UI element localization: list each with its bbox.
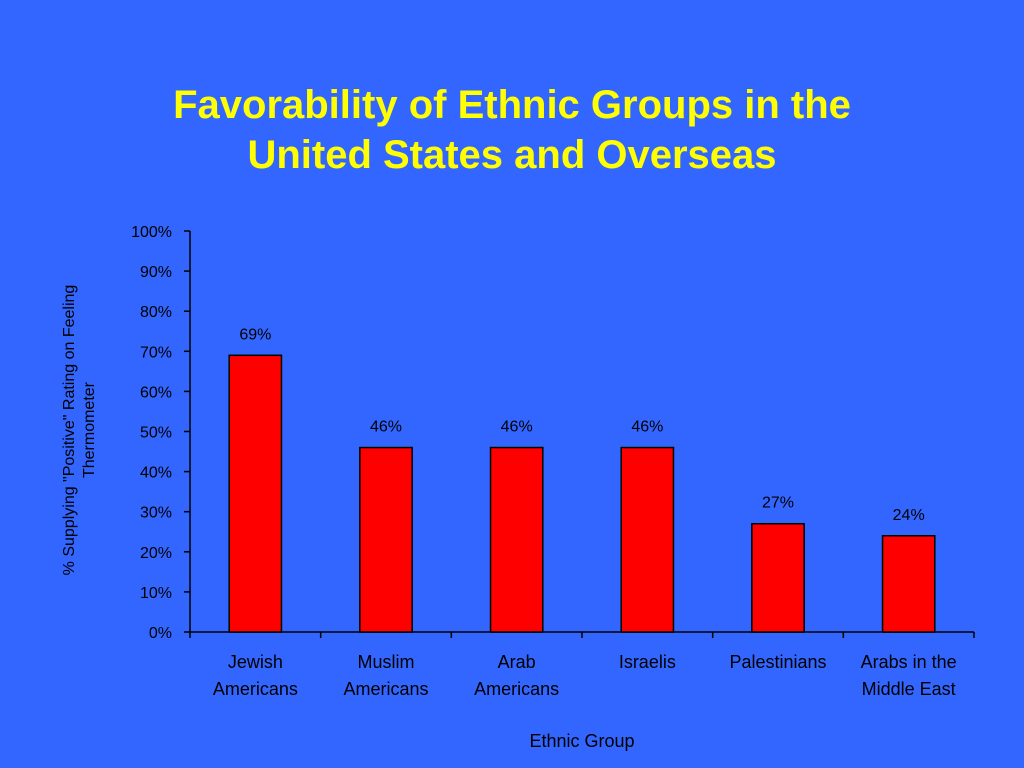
y-tick-label: 0% <box>149 625 172 642</box>
y-tick-label: 20% <box>140 545 172 562</box>
y-tick-label: 50% <box>140 425 172 442</box>
data-label: 46% <box>501 419 533 436</box>
y-axis-label-line-1: % Supplying "Positive" Rating on Feeling <box>61 284 78 576</box>
y-tick-label: 70% <box>140 344 172 361</box>
chart-title-line-2: United States and Overseas <box>247 133 777 177</box>
x-tick-label: Jewish <box>228 652 283 672</box>
data-label: 46% <box>370 419 402 436</box>
x-tick-label: Americans <box>213 679 298 699</box>
y-tick-label: 100% <box>131 224 172 241</box>
data-label: 46% <box>631 419 663 436</box>
x-tick-label: Americans <box>343 679 428 699</box>
bar <box>489 446 544 633</box>
bar <box>359 446 413 633</box>
y-tick-label: 60% <box>140 384 172 401</box>
chart-title-line-1: Favorability of Ethnic Groups in the <box>173 83 851 127</box>
data-label: 24% <box>893 507 925 524</box>
bar <box>620 446 675 633</box>
x-tick-label: Middle East <box>862 679 956 699</box>
y-tick-label: 10% <box>140 585 172 602</box>
x-tick-label: Israelis <box>619 652 676 672</box>
y-tick-label: 40% <box>140 465 172 482</box>
bar <box>751 522 805 633</box>
bar <box>881 535 936 633</box>
chart-title: Favorability of Ethnic Groups in the Uni… <box>0 80 1024 180</box>
x-tick-label: Americans <box>474 679 559 699</box>
x-tick-label: Arab <box>498 652 536 672</box>
y-axis-label-line-2: Thermometer <box>81 381 98 479</box>
data-label: 69% <box>239 326 271 343</box>
x-tick-label: Palestinians <box>729 652 826 672</box>
x-axis-label: Ethnic Group <box>529 731 635 751</box>
x-tick-label: Arabs in the <box>861 652 957 672</box>
y-tick-label: 90% <box>140 264 172 281</box>
data-label: 27% <box>762 495 794 512</box>
y-tick-label: 80% <box>140 304 172 321</box>
x-tick-label: Muslim <box>358 652 415 672</box>
y-tick-label: 30% <box>140 505 172 522</box>
y-axis-label: % Supplying "Positive" Rating on Feeling… <box>60 250 100 610</box>
bar <box>228 354 283 633</box>
